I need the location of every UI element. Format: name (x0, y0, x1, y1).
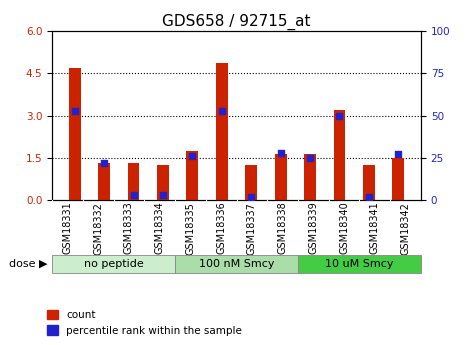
Point (71, 108, 79, 113)
Text: GSM18339: GSM18339 (308, 202, 318, 255)
Bar (304, 154, 316, 200)
Bar (363, 165, 375, 200)
Bar (275, 154, 287, 200)
Point (100, 160, 108, 166)
Bar (333, 110, 345, 200)
Point (307, 155, 314, 161)
Text: GSM18333: GSM18333 (124, 202, 134, 255)
Text: GSM18340: GSM18340 (339, 202, 349, 255)
Bar (245, 165, 257, 200)
Point (218, 108, 226, 113)
Text: GSM18338: GSM18338 (278, 202, 288, 255)
Point (130, 192, 137, 198)
Bar (98, 164, 110, 200)
Text: GSM18337: GSM18337 (247, 202, 257, 255)
Text: GSM18334: GSM18334 (155, 202, 165, 255)
FancyBboxPatch shape (52, 255, 175, 273)
Text: dose ▶: dose ▶ (9, 259, 47, 269)
Text: GSM18331: GSM18331 (62, 202, 72, 255)
Point (277, 150, 284, 156)
Bar (157, 165, 169, 200)
Point (247, 194, 255, 199)
Bar (393, 158, 404, 200)
Point (336, 113, 343, 118)
Point (159, 192, 166, 198)
Text: no peptide: no peptide (84, 259, 143, 269)
Bar (69, 68, 80, 200)
Text: 100 nM Smcy: 100 nM Smcy (199, 259, 274, 269)
Text: GSM18332: GSM18332 (93, 202, 103, 255)
Point (394, 152, 402, 157)
Legend: count, percentile rank within the sample: count, percentile rank within the sample (43, 306, 246, 340)
Point (189, 154, 196, 159)
Bar (216, 63, 228, 200)
Text: GSM18342: GSM18342 (401, 202, 411, 255)
Bar (128, 164, 140, 200)
Text: GSM18336: GSM18336 (216, 202, 226, 255)
Text: 10 uM Smcy: 10 uM Smcy (325, 259, 394, 269)
Title: GDS658 / 92715_at: GDS658 / 92715_at (162, 13, 311, 30)
Text: GSM18335: GSM18335 (185, 202, 195, 255)
FancyBboxPatch shape (175, 255, 298, 273)
FancyBboxPatch shape (298, 255, 421, 273)
Text: GSM18341: GSM18341 (370, 202, 380, 255)
Bar (186, 151, 198, 200)
Point (365, 194, 373, 199)
